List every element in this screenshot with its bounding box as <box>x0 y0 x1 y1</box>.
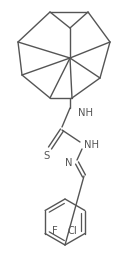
Text: NH: NH <box>78 108 93 118</box>
Text: F: F <box>52 227 58 236</box>
Text: S: S <box>43 151 49 161</box>
Text: N: N <box>65 158 72 168</box>
Text: NH: NH <box>84 140 99 150</box>
Text: Cl: Cl <box>67 227 77 236</box>
